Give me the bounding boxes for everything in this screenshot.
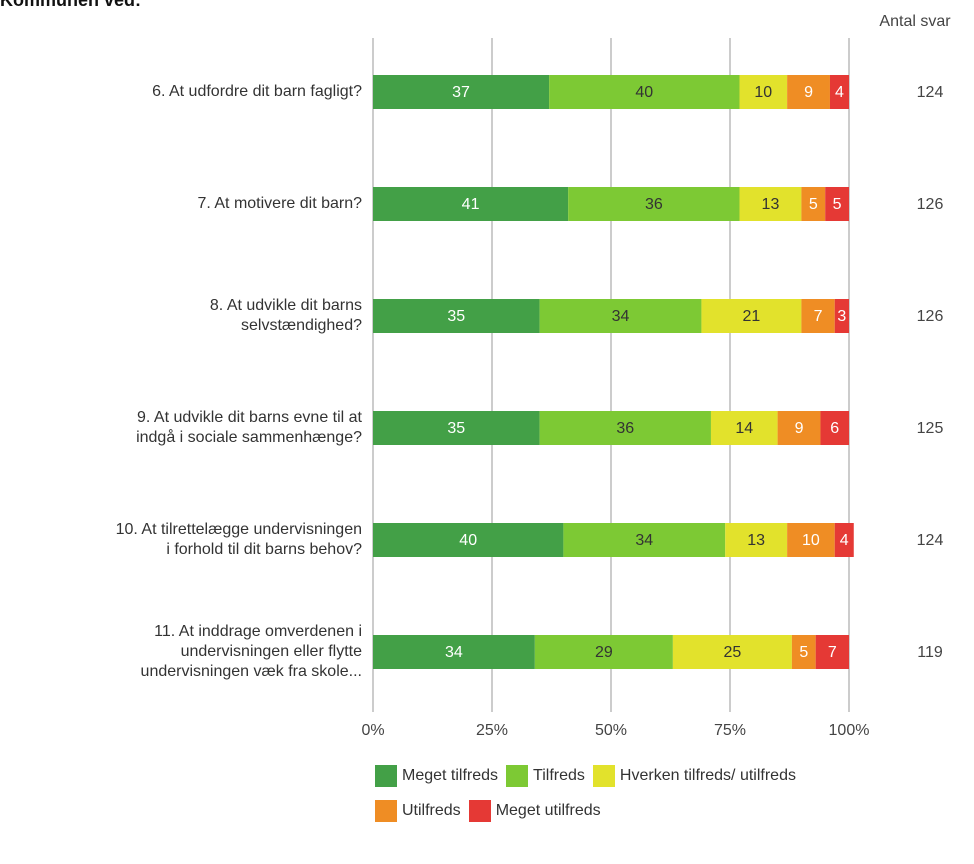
category-label: 11. At inddrage omverdenen i undervisnin… — [140, 623, 362, 680]
bar-segment — [777, 411, 821, 445]
bar-value-label: 14 — [735, 420, 753, 437]
count-header: Antal svar — [879, 13, 951, 30]
bar-value-label: 34 — [612, 308, 630, 325]
bar-segment — [373, 523, 564, 557]
chart-title: Kommunen ved: — [0, 0, 142, 10]
category-label: 10. At tilrettelægge undervisningen i fo… — [115, 521, 362, 558]
bar-value-label: 35 — [447, 420, 465, 437]
bar-segment — [815, 635, 849, 669]
bar-value-label: 4 — [835, 84, 844, 101]
category-label: 7. At motivere dit barn? — [197, 195, 362, 212]
bar-segment — [825, 187, 849, 221]
category-label: 8. At udvikle dit barns selvstændighed? — [209, 297, 362, 334]
legend-label: Utilfreds — [402, 801, 461, 819]
legend-item: Hverken tilfreds/ utilfreds — [592, 758, 796, 793]
legend-label: Meget tilfreds — [402, 766, 499, 784]
category-label: 6. At udfordre dit barn fagligt? — [152, 83, 362, 100]
count-value: 124 — [917, 84, 944, 101]
count-value: 125 — [917, 420, 944, 437]
count-value: 119 — [917, 644, 943, 661]
bar-segment — [820, 411, 849, 445]
bar-value-label: 36 — [645, 196, 663, 213]
bar-value-label: 34 — [635, 532, 653, 549]
count-value: 126 — [917, 308, 944, 325]
x-tick-label: 100% — [829, 722, 870, 739]
bar-value-label: 13 — [747, 532, 765, 549]
bar-value-label: 9 — [804, 84, 813, 101]
category-label: 9. At udvikle dit barns evne til at indg… — [136, 409, 362, 446]
bar-segment — [534, 635, 673, 669]
legend-swatch — [592, 764, 615, 787]
legend-label: Tilfreds — [533, 766, 585, 784]
bar-value-label: 7 — [828, 644, 837, 661]
bar-value-label: 21 — [743, 308, 761, 325]
bar-value-label: 5 — [799, 644, 808, 661]
bar-segment — [834, 523, 854, 557]
bar-value-label: 41 — [462, 196, 480, 213]
count-value: 126 — [917, 196, 944, 213]
bar-value-label: 29 — [595, 644, 613, 661]
x-tick-label: 25% — [476, 722, 508, 739]
bar-segment — [563, 523, 726, 557]
bar-value-label: 40 — [459, 532, 477, 549]
bar-segment — [701, 299, 802, 333]
bar-value-label: 9 — [795, 420, 804, 437]
bar-segment — [373, 635, 535, 669]
bar-segment — [787, 523, 835, 557]
bar-value-label: 4 — [840, 532, 849, 549]
bar-value-label: 13 — [762, 196, 780, 213]
bar-segment — [373, 75, 550, 109]
bar-value-label: 36 — [616, 420, 634, 437]
count-value: 124 — [917, 532, 944, 549]
bar-segment — [373, 299, 540, 333]
bar-segment — [710, 411, 778, 445]
bar-value-label: 34 — [445, 644, 463, 661]
legend-item: Utilfreds — [375, 793, 461, 828]
x-tick-label: 0% — [361, 722, 384, 739]
bar-segment — [739, 75, 788, 109]
legend-label: Meget utilfreds — [495, 801, 601, 819]
legend-swatch — [468, 799, 491, 822]
legend-item: Meget utilfreds — [468, 793, 601, 828]
bar-segment — [801, 299, 835, 333]
legend-label: Hverken tilfreds/ utilfreds — [619, 766, 796, 784]
bar-segment — [672, 635, 792, 669]
legend: Meget tilfreds Tilfreds Hverken tilfreds/ … — [375, 758, 805, 828]
bar-segment — [834, 299, 849, 333]
bar-value-label: 35 — [447, 308, 465, 325]
bar-segment — [725, 523, 788, 557]
bar-segment — [801, 187, 826, 221]
bar-segment — [829, 75, 849, 109]
bar-value-label: 6 — [830, 420, 839, 437]
bar-segment — [787, 75, 830, 109]
bar-segment — [568, 187, 740, 221]
bar-value-label: 25 — [723, 644, 741, 661]
legend-swatch — [375, 799, 397, 822]
legend-item: Meget tilfreds — [375, 758, 498, 793]
bar-segment — [549, 75, 740, 109]
bar-value-label: 3 — [837, 308, 846, 325]
x-tick-label: 75% — [714, 722, 746, 739]
legend-swatch — [375, 764, 397, 787]
legend-swatch — [506, 764, 529, 787]
bar-value-label: 5 — [809, 196, 818, 213]
bar-value-label: 10 — [802, 532, 820, 549]
bar-value-label: 37 — [452, 84, 470, 101]
bar-segment — [739, 187, 802, 221]
bar-value-label: 40 — [635, 84, 653, 101]
x-tick-label: 50% — [595, 722, 627, 739]
bar-segment — [373, 187, 569, 221]
bar-value-label: 7 — [814, 308, 823, 325]
bar-segment — [373, 411, 540, 445]
bar-segment — [791, 635, 816, 669]
bar-value-label: 5 — [833, 196, 842, 213]
bar-segment — [539, 411, 711, 445]
bar-value-label: 10 — [754, 84, 772, 101]
bar-segment — [539, 299, 702, 333]
legend-item: Tilfreds — [506, 758, 585, 793]
